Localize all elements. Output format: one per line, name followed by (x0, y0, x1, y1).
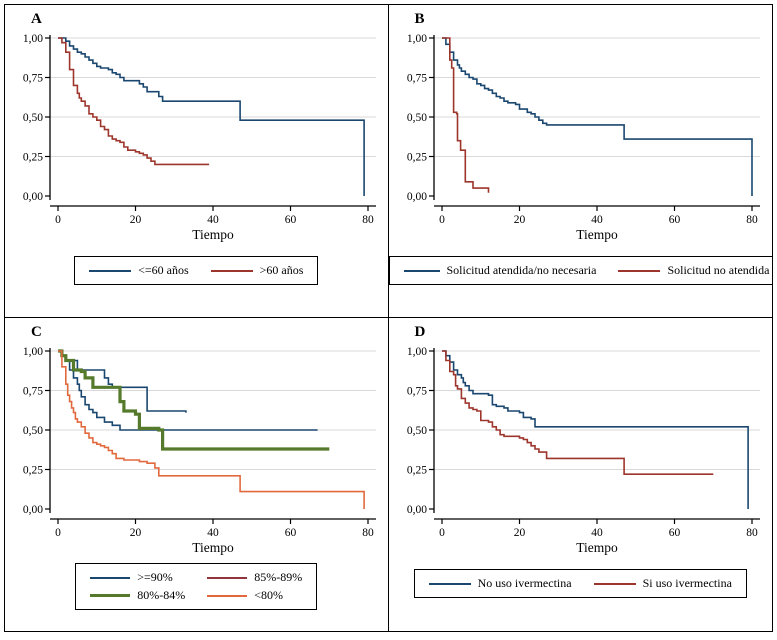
km-chart-d: 0,00 0,25 0,50 0,75 1,00 0 20 40 60 80 Tiempo (407, 346, 761, 555)
svg-text:0: 0 (439, 527, 445, 539)
svg-text:0: 0 (55, 214, 61, 226)
km-figure: A 0,00 0,25 0,50 0,75 1,00 0 20 40 60 80 Tiempo <=… (4, 4, 773, 632)
legend-entry: <80% (207, 588, 302, 603)
svg-text:80: 80 (363, 214, 375, 226)
svg-text:40: 40 (208, 214, 220, 226)
svg-text:0,50: 0,50 (407, 112, 427, 124)
legend-label: <=60 años (138, 263, 189, 277)
svg-text:0,50: 0,50 (23, 112, 43, 124)
svg-text:Tiempo: Tiempo (192, 540, 234, 555)
legend-entry: Solicitud atendida/no necesaria (403, 263, 597, 278)
svg-text:80: 80 (747, 527, 759, 539)
svg-text:Tiempo: Tiempo (576, 540, 618, 555)
svg-text:Tiempo: Tiempo (576, 227, 618, 242)
legend-line-swatch (593, 582, 636, 585)
svg-text:60: 60 (285, 214, 297, 226)
legend-label: Solicitud atendida/no necesaria (446, 263, 597, 277)
svg-text:0,75: 0,75 (407, 386, 427, 398)
svg-text:0,00: 0,00 (407, 191, 427, 203)
svg-text:0: 0 (439, 214, 445, 226)
svg-text:20: 20 (130, 527, 142, 539)
legend-c: >=90% 85%-89% 80%-84% <80% (75, 563, 318, 610)
legend-label: <80% (254, 588, 284, 602)
svg-text:60: 60 (669, 527, 681, 539)
legend-entry: 80%-84% (90, 588, 185, 603)
svg-text:20: 20 (514, 214, 526, 226)
svg-text:Tiempo: Tiempo (192, 227, 234, 242)
legend-label: 85%-89% (254, 570, 303, 584)
legend-label: >60 años (259, 263, 304, 277)
panel-b-label: B (414, 11, 425, 27)
legend-label: >=90% (137, 570, 173, 584)
legend-line-swatch (618, 269, 661, 272)
svg-text:0,25: 0,25 (407, 152, 427, 164)
svg-text:80: 80 (363, 527, 375, 539)
svg-text:0,00: 0,00 (23, 504, 43, 516)
svg-text:60: 60 (285, 527, 297, 539)
legend-label: Solicitud no atendida (667, 263, 770, 277)
km-chart-c: 0,00 0,25 0,50 0,75 1,00 0 20 40 60 80 Tiempo (23, 346, 377, 555)
panel-a-label: A (31, 11, 42, 27)
svg-text:0,25: 0,25 (23, 465, 43, 477)
panel-c: C 0,00 0,25 0,50 0,75 1,00 0 20 40 60 80 Tiempo >=… (5, 318, 389, 631)
svg-text:1,00: 1,00 (407, 346, 427, 358)
svg-text:0,25: 0,25 (407, 465, 427, 477)
panel-c-label: C (31, 324, 42, 340)
legend-line-swatch (210, 269, 253, 272)
legend-entry: No uso ivermectina (428, 576, 572, 591)
panel-d: D 0,00 0,25 0,50 0,75 1,00 0 20 40 60 80 Tiempo No… (389, 318, 773, 631)
legend-line-swatch (207, 594, 248, 597)
legend-entry: Si uso ivermectina (593, 576, 732, 591)
svg-text:1,00: 1,00 (23, 346, 43, 358)
svg-text:0,00: 0,00 (23, 191, 43, 203)
svg-text:0,00: 0,00 (407, 504, 427, 516)
legend-line-swatch (89, 269, 132, 272)
panel-b: B 0,00 0,25 0,50 0,75 1,00 0 20 40 60 80 Tiempo So… (388, 5, 772, 318)
svg-text:0,75: 0,75 (407, 73, 427, 85)
legend-line-swatch (90, 576, 131, 579)
svg-text:0,75: 0,75 (23, 73, 43, 85)
legend-line-swatch (403, 269, 440, 272)
svg-text:1,00: 1,00 (407, 33, 427, 45)
legend-line-swatch (207, 576, 248, 579)
legend-d: No uso ivermectina Si uso ivermectina (413, 569, 747, 598)
svg-text:60: 60 (669, 214, 681, 226)
legend-entry: >=90% (90, 570, 185, 585)
svg-text:20: 20 (514, 527, 526, 539)
legend-entry: <=60 años (89, 263, 189, 278)
svg-text:0,75: 0,75 (23, 386, 43, 398)
svg-text:20: 20 (130, 214, 142, 226)
panel-d-label: D (414, 324, 426, 340)
panel-a: A 0,00 0,25 0,50 0,75 1,00 0 20 40 60 80 Tiempo <=… (5, 5, 389, 318)
svg-text:0,50: 0,50 (23, 425, 43, 437)
svg-text:1,00: 1,00 (23, 33, 43, 45)
legend-line-swatch (90, 594, 131, 597)
svg-text:0: 0 (55, 527, 61, 539)
km-chart-a: 0,00 0,25 0,50 0,75 1,00 0 20 40 60 80 Tiempo (23, 33, 377, 242)
km-chart-b: 0,00 0,25 0,50 0,75 1,00 0 20 40 60 80 Tiempo (407, 33, 761, 242)
legend-entry: >60 años (210, 263, 304, 278)
legend-line-swatch (428, 582, 471, 585)
svg-text:0,25: 0,25 (23, 152, 43, 164)
svg-text:40: 40 (592, 527, 604, 539)
svg-text:40: 40 (208, 527, 220, 539)
legend-label: No uso ivermectina (477, 576, 572, 590)
legend-b: Solicitud atendida/no necesaria Solicitud… (388, 256, 772, 285)
legend-label: Si uso ivermectina (642, 576, 732, 590)
svg-text:40: 40 (592, 214, 604, 226)
legend-a: <=60 años >60 años (74, 256, 319, 285)
svg-text:80: 80 (747, 214, 759, 226)
legend-entry: Solicitud no atendida (618, 263, 769, 278)
legend-label: 80%-84% (137, 588, 186, 602)
legend-entry: 85%-89% (207, 570, 302, 585)
svg-text:0,50: 0,50 (407, 425, 427, 437)
